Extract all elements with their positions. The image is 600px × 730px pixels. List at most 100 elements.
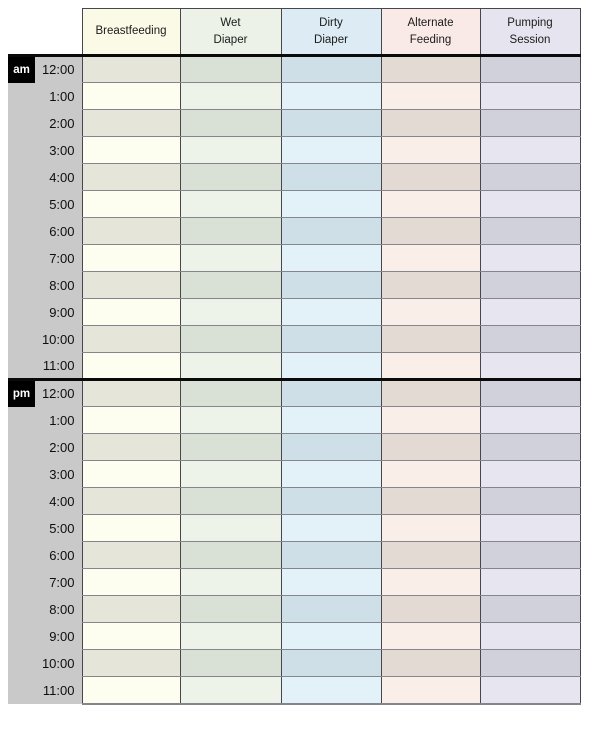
log-cell[interactable] (380, 109, 481, 137)
log-cell[interactable] (380, 514, 481, 542)
log-cell[interactable] (81, 622, 181, 650)
log-cell[interactable] (179, 406, 282, 434)
log-cell[interactable] (81, 54, 181, 83)
log-cell[interactable] (380, 541, 481, 569)
log-cell[interactable] (479, 460, 581, 488)
log-cell[interactable] (280, 271, 382, 299)
log-cell[interactable] (81, 649, 181, 677)
log-cell[interactable] (380, 433, 481, 461)
log-cell[interactable] (280, 217, 382, 245)
log-cell[interactable] (81, 136, 181, 164)
log-cell[interactable] (479, 406, 581, 434)
log-cell[interactable] (81, 163, 181, 191)
log-cell[interactable] (479, 352, 581, 380)
log-cell[interactable] (280, 514, 382, 542)
log-cell[interactable] (280, 82, 382, 110)
log-cell[interactable] (380, 136, 481, 164)
log-cell[interactable] (179, 163, 282, 191)
log-cell[interactable] (280, 325, 382, 353)
log-cell[interactable] (81, 487, 181, 515)
log-cell[interactable] (479, 378, 581, 407)
log-cell[interactable] (280, 595, 382, 623)
log-cell[interactable] (179, 136, 282, 164)
log-cell[interactable] (179, 352, 282, 380)
log-cell[interactable] (280, 190, 382, 218)
log-cell[interactable] (179, 271, 282, 299)
log-cell[interactable] (81, 271, 181, 299)
log-cell[interactable] (81, 298, 181, 326)
log-cell[interactable] (280, 244, 382, 272)
log-cell[interactable] (280, 487, 382, 515)
log-cell[interactable] (179, 649, 282, 677)
log-cell[interactable] (179, 568, 282, 596)
log-cell[interactable] (81, 568, 181, 596)
log-cell[interactable] (479, 163, 581, 191)
log-cell[interactable] (380, 622, 481, 650)
log-cell[interactable] (479, 325, 581, 353)
log-cell[interactable] (179, 82, 282, 110)
log-cell[interactable] (179, 325, 282, 353)
log-cell[interactable] (479, 541, 581, 569)
log-cell[interactable] (380, 406, 481, 434)
log-cell[interactable] (479, 433, 581, 461)
log-cell[interactable] (479, 54, 581, 83)
log-cell[interactable] (81, 433, 181, 461)
log-cell[interactable] (179, 244, 282, 272)
log-cell[interactable] (280, 109, 382, 137)
log-cell[interactable] (479, 244, 581, 272)
log-cell[interactable] (380, 568, 481, 596)
log-cell[interactable] (380, 54, 481, 83)
log-cell[interactable] (280, 541, 382, 569)
log-cell[interactable] (280, 163, 382, 191)
log-cell[interactable] (179, 487, 282, 515)
log-cell[interactable] (179, 460, 282, 488)
log-cell[interactable] (380, 298, 481, 326)
log-cell[interactable] (179, 541, 282, 569)
log-cell[interactable] (179, 217, 282, 245)
log-cell[interactable] (81, 460, 181, 488)
log-cell[interactable] (479, 136, 581, 164)
log-cell[interactable] (280, 136, 382, 164)
log-cell[interactable] (380, 190, 481, 218)
log-cell[interactable] (280, 378, 382, 407)
log-cell[interactable] (479, 676, 581, 705)
log-cell[interactable] (81, 244, 181, 272)
log-cell[interactable] (81, 217, 181, 245)
log-cell[interactable] (81, 676, 181, 705)
log-cell[interactable] (479, 109, 581, 137)
log-cell[interactable] (280, 54, 382, 83)
log-cell[interactable] (479, 649, 581, 677)
log-cell[interactable] (380, 271, 481, 299)
log-cell[interactable] (179, 622, 282, 650)
log-cell[interactable] (179, 595, 282, 623)
log-cell[interactable] (179, 514, 282, 542)
log-cell[interactable] (380, 352, 481, 380)
log-cell[interactable] (280, 352, 382, 380)
log-cell[interactable] (380, 595, 481, 623)
log-cell[interactable] (280, 622, 382, 650)
log-cell[interactable] (479, 190, 581, 218)
log-cell[interactable] (280, 433, 382, 461)
log-cell[interactable] (179, 54, 282, 83)
log-cell[interactable] (81, 109, 181, 137)
log-cell[interactable] (479, 595, 581, 623)
log-cell[interactable] (479, 622, 581, 650)
log-cell[interactable] (81, 406, 181, 434)
log-cell[interactable] (81, 595, 181, 623)
log-cell[interactable] (479, 514, 581, 542)
log-cell[interactable] (380, 325, 481, 353)
log-cell[interactable] (280, 676, 382, 705)
log-cell[interactable] (179, 109, 282, 137)
log-cell[interactable] (179, 378, 282, 407)
log-cell[interactable] (380, 163, 481, 191)
log-cell[interactable] (479, 487, 581, 515)
log-cell[interactable] (81, 352, 181, 380)
log-cell[interactable] (380, 244, 481, 272)
log-cell[interactable] (81, 325, 181, 353)
log-cell[interactable] (81, 378, 181, 407)
log-cell[interactable] (280, 460, 382, 488)
log-cell[interactable] (81, 514, 181, 542)
log-cell[interactable] (81, 82, 181, 110)
log-cell[interactable] (280, 649, 382, 677)
log-cell[interactable] (280, 298, 382, 326)
